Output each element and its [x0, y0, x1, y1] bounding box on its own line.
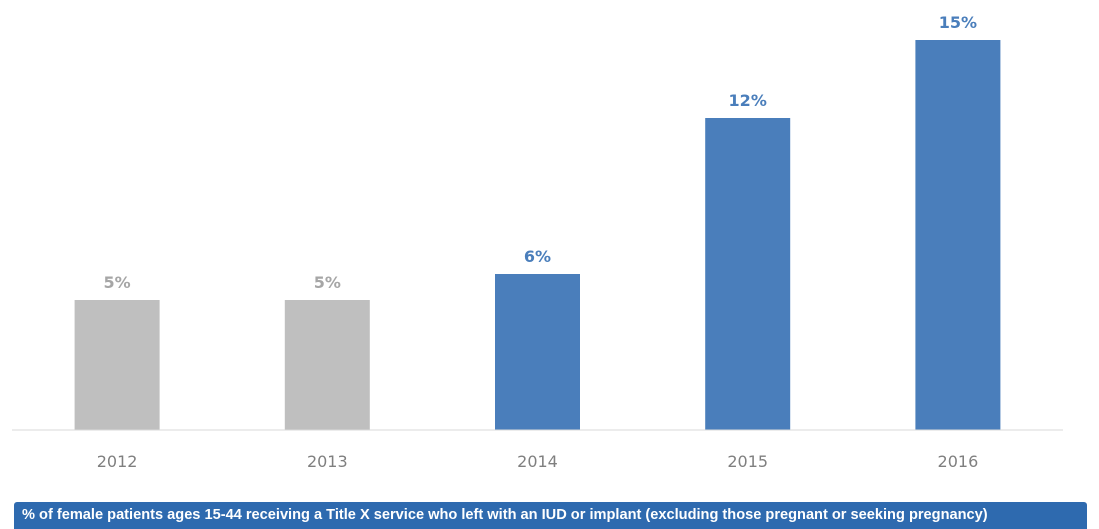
bars-group: [74, 40, 1001, 430]
bar-chart: 5% 5% 6% 12% 15% 2012 2013 2014 2015 2016: [12, 13, 1063, 471]
data-label-2014: 6%: [524, 247, 551, 266]
x-tick-label-2014: 2014: [517, 452, 558, 471]
caption-text: % of female patients ages 15-44 receivin…: [22, 507, 988, 523]
x-tick-label-2016: 2016: [938, 452, 979, 471]
data-label-2012: 5%: [104, 273, 131, 292]
caption-band: % of female patients ages 15-44 receivin…: [14, 502, 1087, 529]
data-label-2016: 15%: [939, 13, 977, 32]
bar-2012: [74, 300, 160, 430]
data-label-2015: 12%: [729, 91, 767, 110]
bar-2015: [705, 118, 791, 430]
x-tick-label-2012: 2012: [97, 452, 138, 471]
x-tick-labels-group: 2012 2013 2014 2015 2016: [97, 452, 979, 471]
value-labels-group: 5% 5% 6% 12% 15%: [104, 13, 978, 292]
x-tick-label-2013: 2013: [307, 452, 348, 471]
bar-2016: [915, 40, 1001, 430]
bar-2014: [495, 274, 580, 430]
x-tick-label-2015: 2015: [727, 452, 768, 471]
bar-2013: [284, 300, 370, 430]
data-label-2013: 5%: [314, 273, 341, 292]
